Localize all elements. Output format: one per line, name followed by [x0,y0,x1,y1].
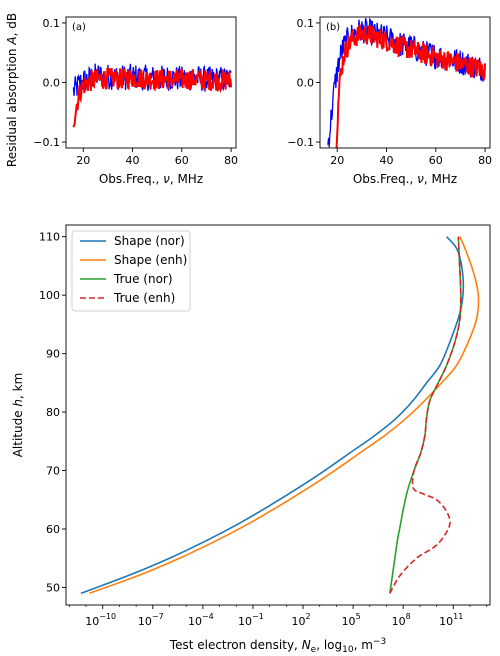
legend-label: Shape (enh) [114,253,187,267]
panel-main: 10−10 10−7 10−4 10−1 102 105 108 1011 50 60 70 80 90… [11,224,491,655]
main-ytick-label: 90 [46,348,60,361]
panel-a-ytick-label: 0.1 [43,17,61,30]
main-ytick-label: 80 [46,406,60,419]
panel-a-xtick-label: 60 [175,154,189,167]
main-xtick-label: 10−10 [85,612,116,628]
main-ytick-label: 60 [46,523,60,536]
series-shape-enh-line [89,236,480,595]
legend: Shape (nor) Shape (enh) True (nor) True (en… [71,230,191,312]
legend-box [71,230,191,312]
panel-a-series-red-line [72,67,233,128]
panel-b-plot-area [326,17,487,148]
panel-a-xtick-label: 40 [126,154,140,167]
main-xtick-label: 1011 [439,612,463,628]
panel-b-series-red-line [335,24,487,148]
panel-b-tag: (b) [326,22,340,33]
panel-a-xtick-label: 20 [76,154,90,167]
legend-label: True (enh) [113,291,175,305]
panel-b-ytick-label: 0.0 [297,77,315,90]
panel-b: 20 40 60 80 −0.1 0.0 0.1 (b) Obs.Freq., ν, MHz [287,16,492,186]
panel-a-ytick-label: −0.1 [33,136,60,149]
panel-a-xtick-label: 80 [224,154,238,167]
panel-a-ytick-label: 0.0 [43,77,61,90]
top-ylabel: Residual absorption A, dB [5,13,19,167]
panel-b-xtick-label: 60 [429,154,443,167]
main-xlabel: Test electron density, Ne, log10, m−3 [169,637,386,655]
main-xtick-label: 105 [342,612,361,628]
main-plot-area [80,236,480,595]
main-ylabel: Altitude h, km [11,373,25,458]
main-xtick-label: 10−7 [138,612,164,628]
series-shape-nor-line [80,236,465,595]
main-xtick-label: 10−4 [188,612,214,628]
legend-label: Shape (nor) [114,234,185,248]
main-xtick-label: 108 [392,612,411,628]
panel-a: 20 40 60 80 −0.1 0.0 0.1 (a) Obs.Freq., ν, MHz [33,16,238,186]
main-ytick-label: 110 [39,231,60,244]
main-ytick-label: 70 [46,465,60,478]
panel-b-xtick-label: 20 [330,154,344,167]
panel-a-xlabel: Obs.Freq., ν, MHz [99,172,203,186]
main-xtick-label: 10−1 [238,612,264,628]
main-ytick-label: 100 [39,289,60,302]
panel-b-xtick-label: 80 [478,154,492,167]
main-xtick-label: 102 [291,612,310,628]
panel-a-tag: (a) [72,22,86,33]
legend-label: True (nor) [113,272,173,286]
panel-b-ytick-label: 0.1 [297,17,315,30]
main-ytick-label: 50 [46,581,60,594]
panel-b-xtick-label: 40 [380,154,394,167]
panel-b-xlabel: Obs.Freq., ν, MHz [353,172,457,186]
panel-b-ytick-label: −0.1 [287,136,314,149]
series-true-enh-line [389,236,462,594]
main-frame [65,224,491,606]
panel-a-plot-area [72,63,233,128]
